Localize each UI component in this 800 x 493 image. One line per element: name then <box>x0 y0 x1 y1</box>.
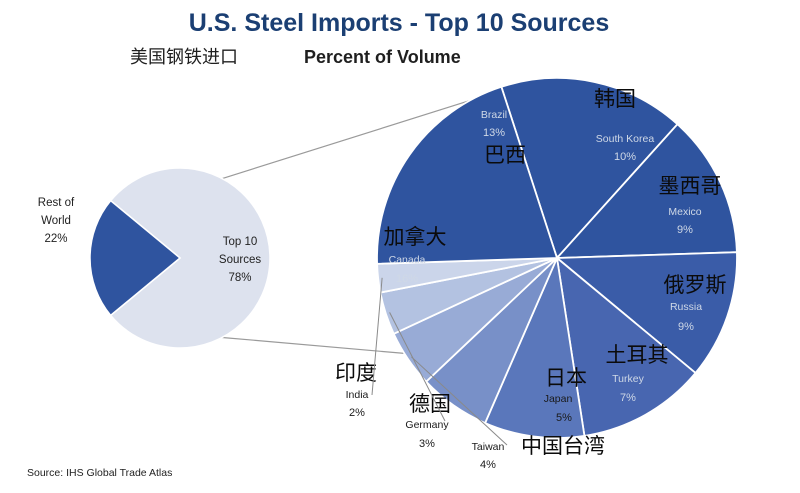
label-zh-canada: 加拿大 <box>384 225 447 249</box>
slice-labels: Rest of World 22% Top 10 Sources 78% Brazil 13%… <box>38 87 727 471</box>
label-en-south-korea: South Korea <box>596 133 655 145</box>
label-rest-of-world: Rest of World 22% <box>38 197 75 245</box>
label-en-india: India <box>346 389 369 401</box>
label-pct-india: 2% <box>349 407 365 419</box>
slice-brazil <box>500 77 679 260</box>
callout-lines <box>371 277 508 446</box>
label-en-mexico: Mexico <box>668 206 701 218</box>
label-en-japan: Japan <box>544 393 573 405</box>
label-zh-mexico: 墨西哥 <box>659 174 722 198</box>
label-zh-turkey: 土耳其 <box>606 343 669 367</box>
label-pct-brazil: 13% <box>483 127 505 139</box>
slice-top-10-sources <box>109 167 271 349</box>
label-pct-japan: 5% <box>556 412 572 424</box>
callout-india <box>371 277 383 396</box>
breakdown-pie <box>376 77 738 439</box>
label-pct-south-korea: 10% <box>614 151 636 163</box>
label-zh-germany: 德国 <box>409 392 451 416</box>
label-zh-taiwan: 中国台湾 <box>521 434 605 458</box>
label-zh-japan: 日本 <box>545 366 587 390</box>
slice-canada <box>376 85 559 265</box>
label-pct-taiwan: 4% <box>480 459 496 471</box>
label-zh-india: 印度 <box>335 361 377 385</box>
label-top-10-sources: Top 10 Sources 78% <box>219 236 261 284</box>
chart-title: U.S. Steel Imports - Top 10 Sources <box>189 9 609 37</box>
callout-taiwan <box>411 356 508 446</box>
label-pct-canada: 16% <box>396 273 418 285</box>
label-en-germany: Germany <box>405 419 449 431</box>
slice-south-korea <box>554 122 738 259</box>
label-zh-russia: 俄罗斯 <box>664 273 727 297</box>
label-pct-turkey: 7% <box>620 392 636 404</box>
callout-germany <box>389 312 446 422</box>
label-pct-germany: 3% <box>419 438 435 450</box>
slice-mexico <box>554 251 738 375</box>
label-en-russia: Russia <box>670 301 702 313</box>
summary-pie <box>89 167 271 349</box>
slice-russia <box>555 255 697 437</box>
slice-rest-of-world <box>89 199 182 317</box>
chart-subtitle-en: Percent of Volume <box>304 47 461 67</box>
source-note: Source: IHS Global Trade Atlas <box>27 467 172 479</box>
label-en-brazil: Brazil <box>481 109 507 121</box>
label-pct-mexico: 9% <box>677 224 693 236</box>
chart-subtitle-zh: 美国钢铁进口 <box>130 47 238 68</box>
label-zh-south-korea: 韩国 <box>594 87 636 111</box>
connector-lines <box>222 99 470 354</box>
connector-top <box>222 99 470 180</box>
label-en-canada: Canada <box>389 254 426 266</box>
label-zh-brazil: 巴西 <box>484 143 526 167</box>
label-pct-russia: 9% <box>678 321 694 333</box>
label-en-taiwan: Taiwan <box>472 441 505 453</box>
label-en-turkey: Turkey <box>612 373 644 385</box>
slice-turkey <box>483 254 586 439</box>
connector-bottom <box>222 336 405 354</box>
